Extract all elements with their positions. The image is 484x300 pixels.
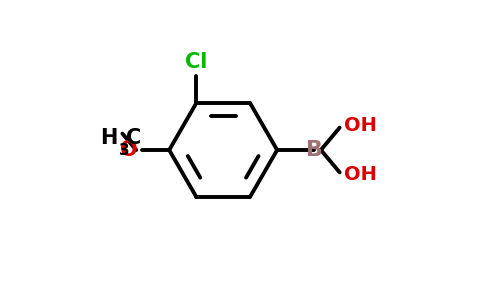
Text: Cl: Cl bbox=[185, 52, 207, 72]
Text: B: B bbox=[305, 140, 322, 160]
Text: C: C bbox=[126, 128, 141, 148]
Text: OH: OH bbox=[344, 116, 377, 135]
Text: H: H bbox=[100, 128, 118, 148]
Text: 3: 3 bbox=[119, 143, 129, 158]
Text: O: O bbox=[121, 140, 138, 160]
Text: OH: OH bbox=[344, 165, 377, 184]
